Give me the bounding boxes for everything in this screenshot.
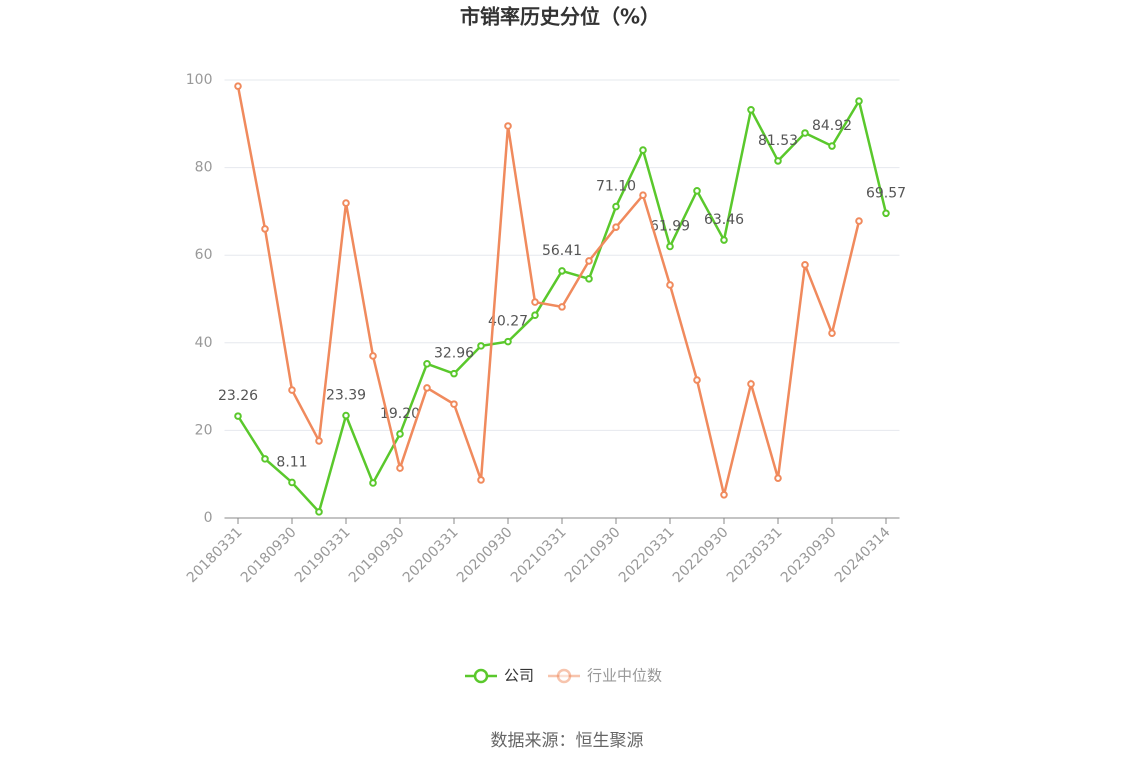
data-point <box>450 400 458 408</box>
source: 数据来源：恒生聚源 <box>491 731 644 751</box>
data-point <box>423 384 431 392</box>
data-point <box>369 479 377 487</box>
data-point <box>396 430 404 438</box>
data-point <box>342 199 350 207</box>
data-label: 71.10 <box>596 179 636 195</box>
data-point <box>828 142 836 150</box>
data-point <box>828 329 836 337</box>
data-point <box>774 474 782 482</box>
series-line <box>236 85 861 496</box>
data-point <box>261 455 269 463</box>
x-tick-label: 20210331 <box>508 524 570 586</box>
data-point <box>801 129 809 137</box>
y-tick-label: 80 <box>195 160 213 176</box>
y-tick-label: 40 <box>195 335 213 351</box>
x-tick-label: 20230331 <box>724 524 786 586</box>
data-label: 40.27 <box>488 314 528 330</box>
data-point <box>423 360 431 368</box>
x-tick-label: 20240314 <box>832 524 894 586</box>
data-point <box>234 412 242 420</box>
data-point <box>531 311 539 320</box>
data-point <box>666 281 674 289</box>
data-point <box>342 411 350 420</box>
data-label: 84.92 <box>812 118 852 134</box>
data-point <box>558 303 566 311</box>
chart-title: 市销率历史分位（%） <box>460 5 660 29</box>
data-point <box>747 105 755 114</box>
data-point <box>693 187 701 195</box>
data-point <box>504 337 512 346</box>
x-tick-label: 20220331 <box>616 524 678 586</box>
data-point <box>369 352 377 360</box>
data-label: 63.46 <box>704 212 744 228</box>
data-point <box>477 476 485 484</box>
x-tick-label: 20180930 <box>238 524 300 586</box>
data-point <box>666 242 674 251</box>
x-tick-label: 20210930 <box>562 524 624 586</box>
data-label: 8.11 <box>276 454 307 470</box>
legend-label[interactable]: 行业中位数 <box>587 667 662 685</box>
y-tick-label: 60 <box>195 247 213 263</box>
data-label: 19.20 <box>380 406 420 422</box>
y-tick-label: 100 <box>186 72 213 88</box>
data-point <box>612 223 620 231</box>
x-tick-label: 20220930 <box>670 524 732 586</box>
legend-label[interactable]: 公司 <box>504 667 534 685</box>
y-tick-label: 20 <box>195 422 213 438</box>
data-label: 61.99 <box>650 218 690 234</box>
data-point <box>396 464 404 472</box>
data-label: 56.41 <box>542 243 582 259</box>
data-point <box>585 275 593 283</box>
x-tick-label: 20180331 <box>184 524 246 586</box>
data-point <box>288 478 296 487</box>
data-point <box>315 508 323 516</box>
data-point <box>774 157 782 165</box>
data-point <box>720 490 728 499</box>
data-label: 81.53 <box>758 133 798 149</box>
data-point <box>315 437 323 445</box>
x-tick-label: 20190930 <box>346 524 408 586</box>
data-point <box>720 236 728 244</box>
data-point <box>477 342 485 350</box>
x-tick-label: 20190331 <box>292 524 354 586</box>
data-point <box>558 267 566 275</box>
data-point <box>639 191 647 199</box>
data-point <box>450 369 458 378</box>
data-point <box>747 380 755 388</box>
data-point <box>855 217 863 225</box>
data-point <box>855 97 863 105</box>
legend-marker <box>473 668 489 684</box>
x-tick-label: 20200930 <box>454 524 516 586</box>
data-point <box>531 298 539 306</box>
data-point <box>801 261 809 269</box>
data-point <box>639 146 647 154</box>
y-tick-label: 0 <box>204 510 213 526</box>
data-label: 23.39 <box>326 388 366 404</box>
data-label: 23.26 <box>218 388 258 404</box>
data-point <box>882 209 890 218</box>
data-point <box>612 202 620 211</box>
x-tick-label: 20200331 <box>400 524 462 586</box>
data-point <box>585 257 593 265</box>
x-tick-label: 20230930 <box>778 524 840 586</box>
data-label: 69.57 <box>866 185 906 201</box>
data-point <box>234 82 242 90</box>
data-label: 32.96 <box>434 346 474 362</box>
legend-marker <box>556 668 572 684</box>
data-point <box>288 386 296 394</box>
data-point <box>693 376 701 384</box>
data-point <box>261 225 269 233</box>
data-point <box>504 122 512 130</box>
